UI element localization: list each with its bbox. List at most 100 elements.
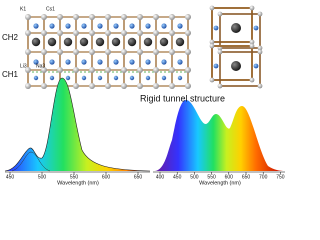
atom: [113, 23, 119, 29]
atom: [145, 59, 151, 65]
atom: [213, 25, 219, 31]
left-spectrum: [5, 78, 150, 171]
atom: [209, 5, 215, 11]
x-axis-title: Wavelength (nm): [199, 180, 241, 186]
x-tick-label: 400: [156, 174, 165, 180]
fit-line: [4, 77, 151, 172]
atom: [209, 77, 215, 83]
atom: [249, 43, 255, 49]
atom: [249, 5, 255, 11]
atom: [127, 37, 137, 47]
atom: [25, 83, 31, 89]
x-tick-label: 750: [276, 174, 285, 180]
atom: [159, 37, 169, 47]
atom: [121, 30, 127, 36]
atom: [143, 37, 153, 47]
atom: [65, 75, 71, 81]
atom: [89, 83, 95, 89]
atom: [31, 37, 41, 47]
x-tick-label: 600: [225, 174, 234, 180]
atom: [121, 83, 127, 89]
atom: [185, 30, 191, 36]
x-tick-label: 450: [6, 174, 15, 180]
atom: [177, 23, 183, 29]
page: {"structure": {"channel_labels": ["CH2",…: [2, 5, 285, 187]
atom: [73, 83, 79, 89]
cage: [219, 51, 261, 87]
cage: [219, 13, 261, 49]
caption: Rigid tunnel structure: [140, 93, 225, 103]
atom: [185, 83, 191, 89]
atom: [89, 14, 95, 20]
atom: [33, 75, 39, 81]
fit-line: [11, 151, 51, 172]
atom: [105, 83, 111, 89]
atom: [177, 59, 183, 65]
atom: [257, 83, 263, 89]
atom: [153, 30, 159, 36]
atom: [57, 14, 63, 20]
atom: [105, 67, 111, 73]
atom: [213, 63, 219, 69]
atom: [25, 14, 31, 20]
atom: [89, 30, 95, 36]
atom: [175, 37, 185, 47]
atom: [65, 59, 71, 65]
x-tick-label: 550: [207, 174, 216, 180]
atom: [113, 75, 119, 81]
atom: [25, 30, 31, 36]
atom-label: K1: [20, 6, 26, 12]
x-tick-label: 600: [102, 174, 111, 180]
atom: [231, 23, 241, 33]
atom-label: Li3: [20, 63, 27, 69]
x-tick-label: 650: [242, 174, 251, 180]
atom: [33, 59, 39, 65]
atom: [33, 23, 39, 29]
atom: [249, 39, 255, 45]
atom: [57, 49, 63, 55]
atom: [257, 49, 263, 55]
atom: [209, 43, 215, 49]
atom: [41, 49, 47, 55]
atom: [161, 59, 167, 65]
atom: [129, 59, 135, 65]
atom: [137, 30, 143, 36]
atom: [111, 37, 121, 47]
atom: [105, 49, 111, 55]
atom: [41, 67, 47, 73]
atom: [65, 23, 71, 29]
atom: [169, 49, 175, 55]
x-tick-label: 450: [173, 174, 182, 180]
x-tick-label: 500: [38, 174, 47, 180]
atom: [185, 67, 191, 73]
atom: [41, 30, 47, 36]
atom: [217, 49, 223, 55]
atom: [49, 23, 55, 29]
atom: [137, 83, 143, 89]
atom: [81, 23, 87, 29]
channel-label: CH2: [2, 33, 19, 42]
atom: [57, 67, 63, 73]
atom: [73, 14, 79, 20]
atom: [81, 59, 87, 65]
atom: [89, 49, 95, 55]
atom: [25, 49, 31, 55]
x-tick-label: 650: [134, 174, 143, 180]
atom: [73, 67, 79, 73]
crystal-structure: [25, 14, 191, 89]
atom: [41, 83, 47, 89]
atom: [49, 75, 55, 81]
atom: [95, 37, 105, 47]
atom: [63, 37, 73, 47]
x-axis-title: Wavelength (nm): [57, 180, 99, 186]
atom: [185, 14, 191, 20]
atom: [89, 67, 95, 73]
atom: [81, 75, 87, 81]
atom: [129, 23, 135, 29]
atom: [137, 67, 143, 73]
atom: [41, 14, 47, 20]
atom: [145, 23, 151, 29]
crystal-cluster: [209, 5, 263, 89]
atom: [209, 39, 215, 45]
atom: [253, 25, 259, 31]
